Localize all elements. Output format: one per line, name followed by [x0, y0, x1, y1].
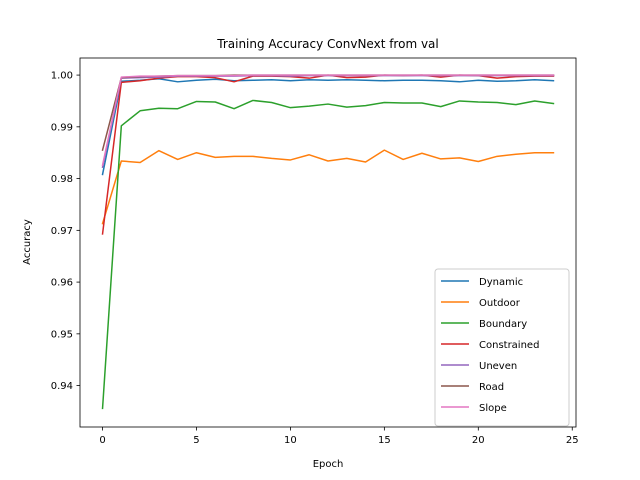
axes-layer: 0 5 10 15 20 25 0.94 0.95 0.96 0.97 0.98 0.99 1.00: [51, 57, 579, 446]
legend-label-boundary: Boundary: [479, 319, 527, 330]
series-line-outdoor: [101, 149, 555, 225]
y-tick-label: 0.94: [51, 381, 73, 392]
legend-label-uneven: Uneven: [479, 361, 517, 372]
legend-label-constrained: Constrained: [479, 340, 539, 351]
y-tick-label: 1.00: [51, 71, 73, 82]
series-line-boundary: [101, 99, 555, 410]
legend-label-dynamic: Dynamic: [479, 277, 523, 288]
series-line-dynamic: [101, 77, 555, 176]
legend-label-road: Road: [479, 382, 504, 393]
x-tick-label: 15: [378, 435, 391, 446]
x-tick-label: 5: [193, 435, 199, 446]
chart-title: Training Accuracy ConvNext from val: [216, 37, 439, 51]
x-tick-label: 0: [99, 435, 105, 446]
y-tick-label: 0.97: [51, 226, 73, 237]
x-axis-label: Epoch: [313, 459, 344, 470]
y-axis-label: Accuracy: [22, 219, 33, 265]
y-tick-label: 0.98: [51, 174, 73, 185]
series-layer: [101, 74, 555, 410]
series-line-slope: [101, 74, 555, 167]
legend: Dynamic Outdoor Boundary Constrained Uneven R…: [434, 268, 570, 427]
x-tick-label: 25: [566, 435, 579, 446]
x-tick-label: 10: [284, 435, 297, 446]
plot-frame: [79, 57, 577, 428]
y-tick-label: 0.96: [51, 278, 73, 289]
legend-label-slope: Slope: [479, 403, 507, 414]
legend-label-outdoor: Outdoor: [479, 298, 521, 309]
x-tick-label: 20: [472, 435, 485, 446]
y-tick-label: 0.95: [51, 329, 73, 340]
y-tick-label: 0.99: [51, 122, 73, 133]
